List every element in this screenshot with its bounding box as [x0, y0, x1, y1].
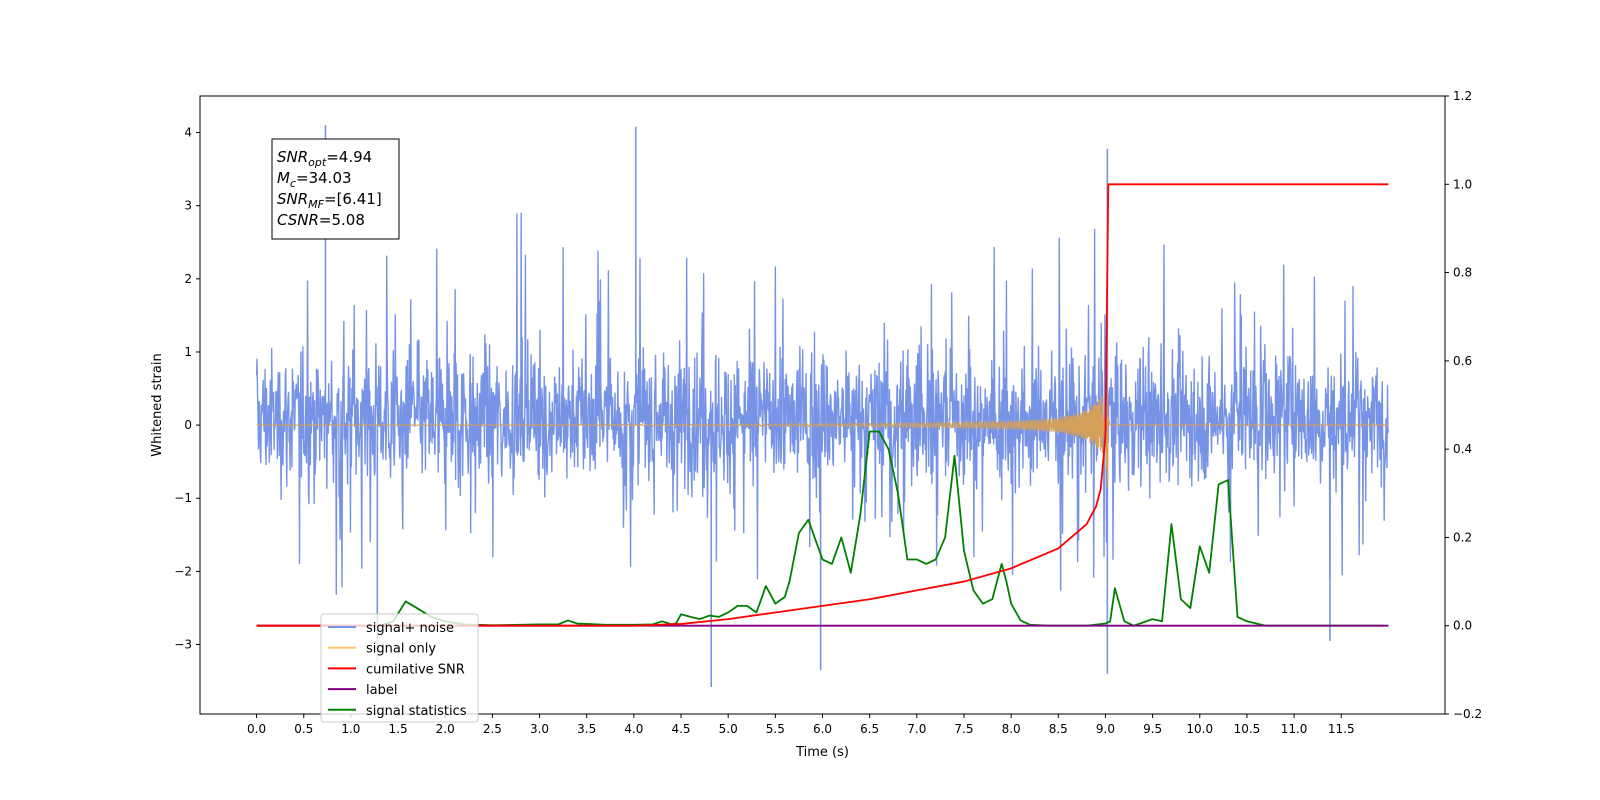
x-tick-label: 9.5	[1143, 722, 1162, 736]
y-tick-label: 2	[184, 272, 192, 286]
y-tick-label: −2	[174, 564, 192, 578]
x-tick-label: 3.5	[577, 722, 596, 736]
y-axis-left: −3 −2 −1 0 1 2 3 4	[174, 126, 200, 652]
annotation-line: SNRopt=4.94	[277, 148, 372, 169]
x-tick-label: 1.5	[389, 722, 408, 736]
y-tick-label: 0	[184, 418, 192, 432]
y2-tick-label: 0.2	[1453, 530, 1472, 544]
x-tick-label: 11.0	[1281, 722, 1308, 736]
legend-label: signal+ noise	[366, 621, 454, 636]
y-tick-label: 3	[184, 199, 192, 213]
x-tick-label: 0.5	[294, 722, 313, 736]
x-tick-label: 8.0	[1002, 722, 1021, 736]
y2-tick-label: 0.8	[1453, 266, 1472, 280]
x-tick-label: 4.5	[671, 722, 690, 736]
y-tick-label: −3	[174, 638, 192, 652]
x-tick-label: 7.0	[907, 722, 926, 736]
y2-tick-label: −0.2	[1453, 707, 1482, 721]
x-tick-label: 5.0	[719, 722, 738, 736]
x-tick-label: 6.5	[860, 722, 879, 736]
legend-label: signal statistics	[366, 704, 467, 719]
x-axis-label: Time (s)	[795, 745, 849, 760]
x-tick-label: 10.0	[1186, 722, 1213, 736]
x-tick-label: 2.0	[436, 722, 455, 736]
x-tick-label: 8.5	[1049, 722, 1068, 736]
y-axis-label: Whitened strain	[150, 353, 165, 456]
annotation-line: SNRMF=[6.41]	[277, 190, 382, 211]
series-line-signal-only	[256, 391, 1389, 488]
x-tick-label: 3.0	[530, 722, 549, 736]
y-axis-right: −0.2 0.0 0.2 0.4 0.6 0.8 1.0 1.2	[1445, 89, 1482, 721]
annotation-frame	[271, 138, 400, 240]
legend-frame	[320, 613, 479, 723]
plot-area	[255, 125, 1390, 687]
y-tick-label: 1	[184, 345, 192, 359]
x-tick-label: 6.0	[813, 722, 832, 736]
annotation-line: CSNR=5.08	[277, 211, 365, 229]
x-tick-label: 10.5	[1234, 722, 1261, 736]
signal-noise-layer	[255, 125, 1390, 687]
x-tick-label: 11.5	[1328, 722, 1355, 736]
y2-tick-label: 0.4	[1453, 442, 1472, 456]
x-tick-label: 4.0	[624, 722, 643, 736]
y-tick-label: 4	[184, 126, 192, 140]
y2-tick-label: 1.0	[1453, 177, 1472, 191]
x-tick-label: 7.5	[954, 722, 973, 736]
series-line-cumilative-snr	[256, 183, 1389, 627]
legend-label: cumilative SNR	[366, 662, 465, 677]
x-tick-label: 1.0	[341, 722, 360, 736]
annotation-line: Mc=34.03	[277, 169, 352, 190]
series-line-signal-statistics	[256, 430, 1384, 627]
signal-only-layer	[256, 391, 1389, 488]
x-tick-label: 5.5	[766, 722, 785, 736]
series-line-signal-noise	[255, 212, 1390, 595]
x-tick-label: 9.0	[1096, 722, 1115, 736]
legend-label: label	[366, 683, 397, 698]
legend-label: signal only	[366, 642, 436, 657]
x-tick-label: 0.0	[247, 722, 266, 736]
legend: signal+ noise signal only cumilative SNR la…	[320, 613, 479, 723]
y-tick-label: −1	[174, 491, 192, 505]
y2-tick-label: 0.6	[1453, 354, 1472, 368]
y2-tick-label: 0.0	[1453, 619, 1472, 633]
x-tick-label: 2.5	[483, 722, 502, 736]
y2-tick-label: 1.2	[1453, 89, 1472, 103]
